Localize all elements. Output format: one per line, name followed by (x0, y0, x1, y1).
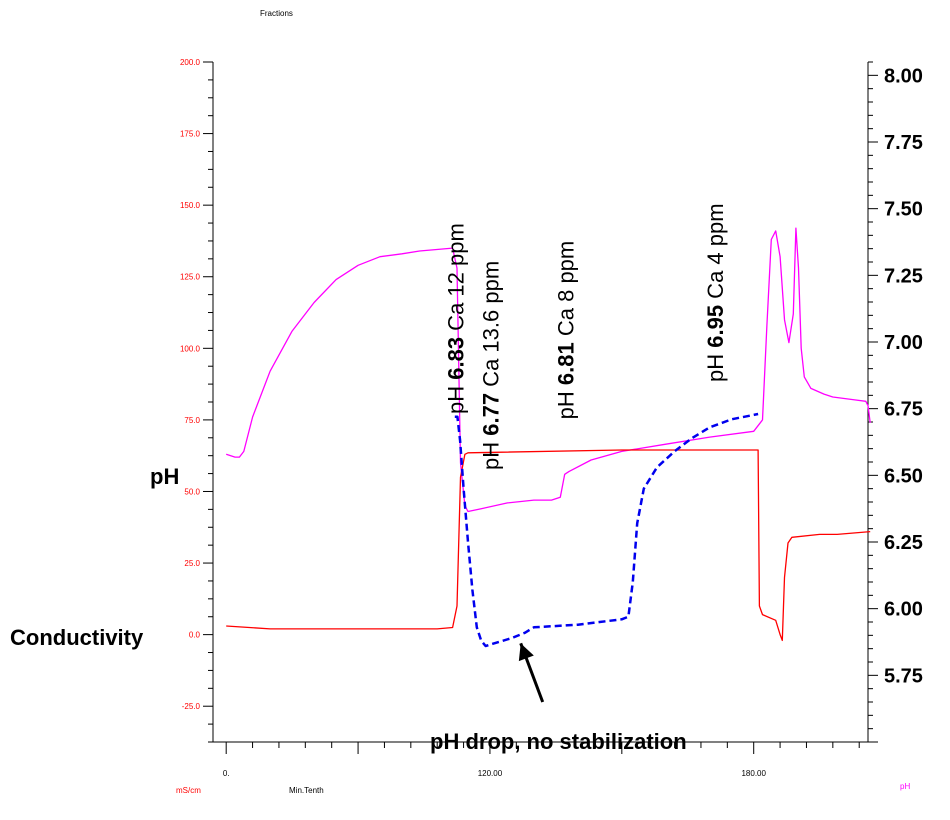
left-unit-label: mS/cm (176, 786, 201, 795)
series-line-3 (454, 412, 759, 648)
right-tick-label: 6.25 (884, 532, 923, 554)
left-axis: 200.0 175.0 150.0 125.0 100.0 75.0 50.0 25.0 0.0… (180, 58, 214, 743)
x-tick-label: 120.00 (478, 769, 503, 778)
right-axis: 8.00 7.75 7.50 7.25 7.00 6.75 6.50 6.25 6.00 5.75 (867, 61, 923, 743)
left-tick-label: 75.0 (184, 416, 200, 425)
right-tick-label: 7.00 (884, 332, 923, 354)
right-unit-label: pH (900, 782, 910, 791)
left-tick-label: 25.0 (184, 559, 200, 568)
right-tick-label: 8.00 (884, 65, 923, 87)
callout-text: pH drop, no stabilization (430, 729, 687, 754)
left-tick-label: 100.0 (180, 344, 201, 353)
right-tick-label: 7.25 (884, 265, 923, 287)
side-label-conductivity: Conductivity (10, 625, 144, 650)
right-tick-label: 7.50 (884, 199, 923, 221)
side-label-ph: pH (150, 464, 179, 489)
x-tick-label: 180.00 (741, 769, 766, 778)
left-tick-label: 0.0 (189, 631, 201, 640)
left-tick-label: -25.0 (182, 702, 201, 711)
right-tick-label: 7.75 (884, 132, 923, 154)
left-tick-label: 200.0 (180, 58, 201, 67)
left-tick-label: 50.0 (184, 487, 200, 496)
right-tick-label: 6.75 (884, 399, 923, 421)
rotated-annotation-1: pH 6.83 Ca 12 ppm (444, 223, 469, 414)
x-tick-label: 0. (223, 769, 230, 778)
right-tick-label: 6.50 (884, 465, 923, 487)
left-tick-label: 150.0 (180, 201, 201, 210)
rotated-annotation-2: pH 6.77 Ca 13.6 ppm (479, 261, 504, 470)
rotated-annotation-4: pH 6.95 Ca 4 ppm (703, 203, 728, 382)
right-tick-label: 5.75 (884, 665, 923, 687)
x-axis: 0. 120.00 180.00 (213, 741, 868, 778)
chart-title: Fractions (260, 9, 293, 18)
left-tick-label: 125.0 (180, 273, 201, 282)
callout-arrow-head (518, 643, 534, 662)
left-tick-label: 175.0 (180, 130, 201, 139)
annotation-layer: pH 6.83 Ca 12 ppm pH 6.77 Ca 13.6 ppm pH 6… (430, 203, 728, 754)
series-line-1 (226, 227, 871, 513)
x-axis-label: Min.Tenth (289, 786, 324, 795)
rotated-annotation-3: pH 6.81 Ca 8 ppm (553, 241, 578, 420)
right-tick-label: 6.00 (884, 599, 923, 621)
series-layer (226, 227, 871, 648)
series-line-2 (226, 449, 871, 642)
